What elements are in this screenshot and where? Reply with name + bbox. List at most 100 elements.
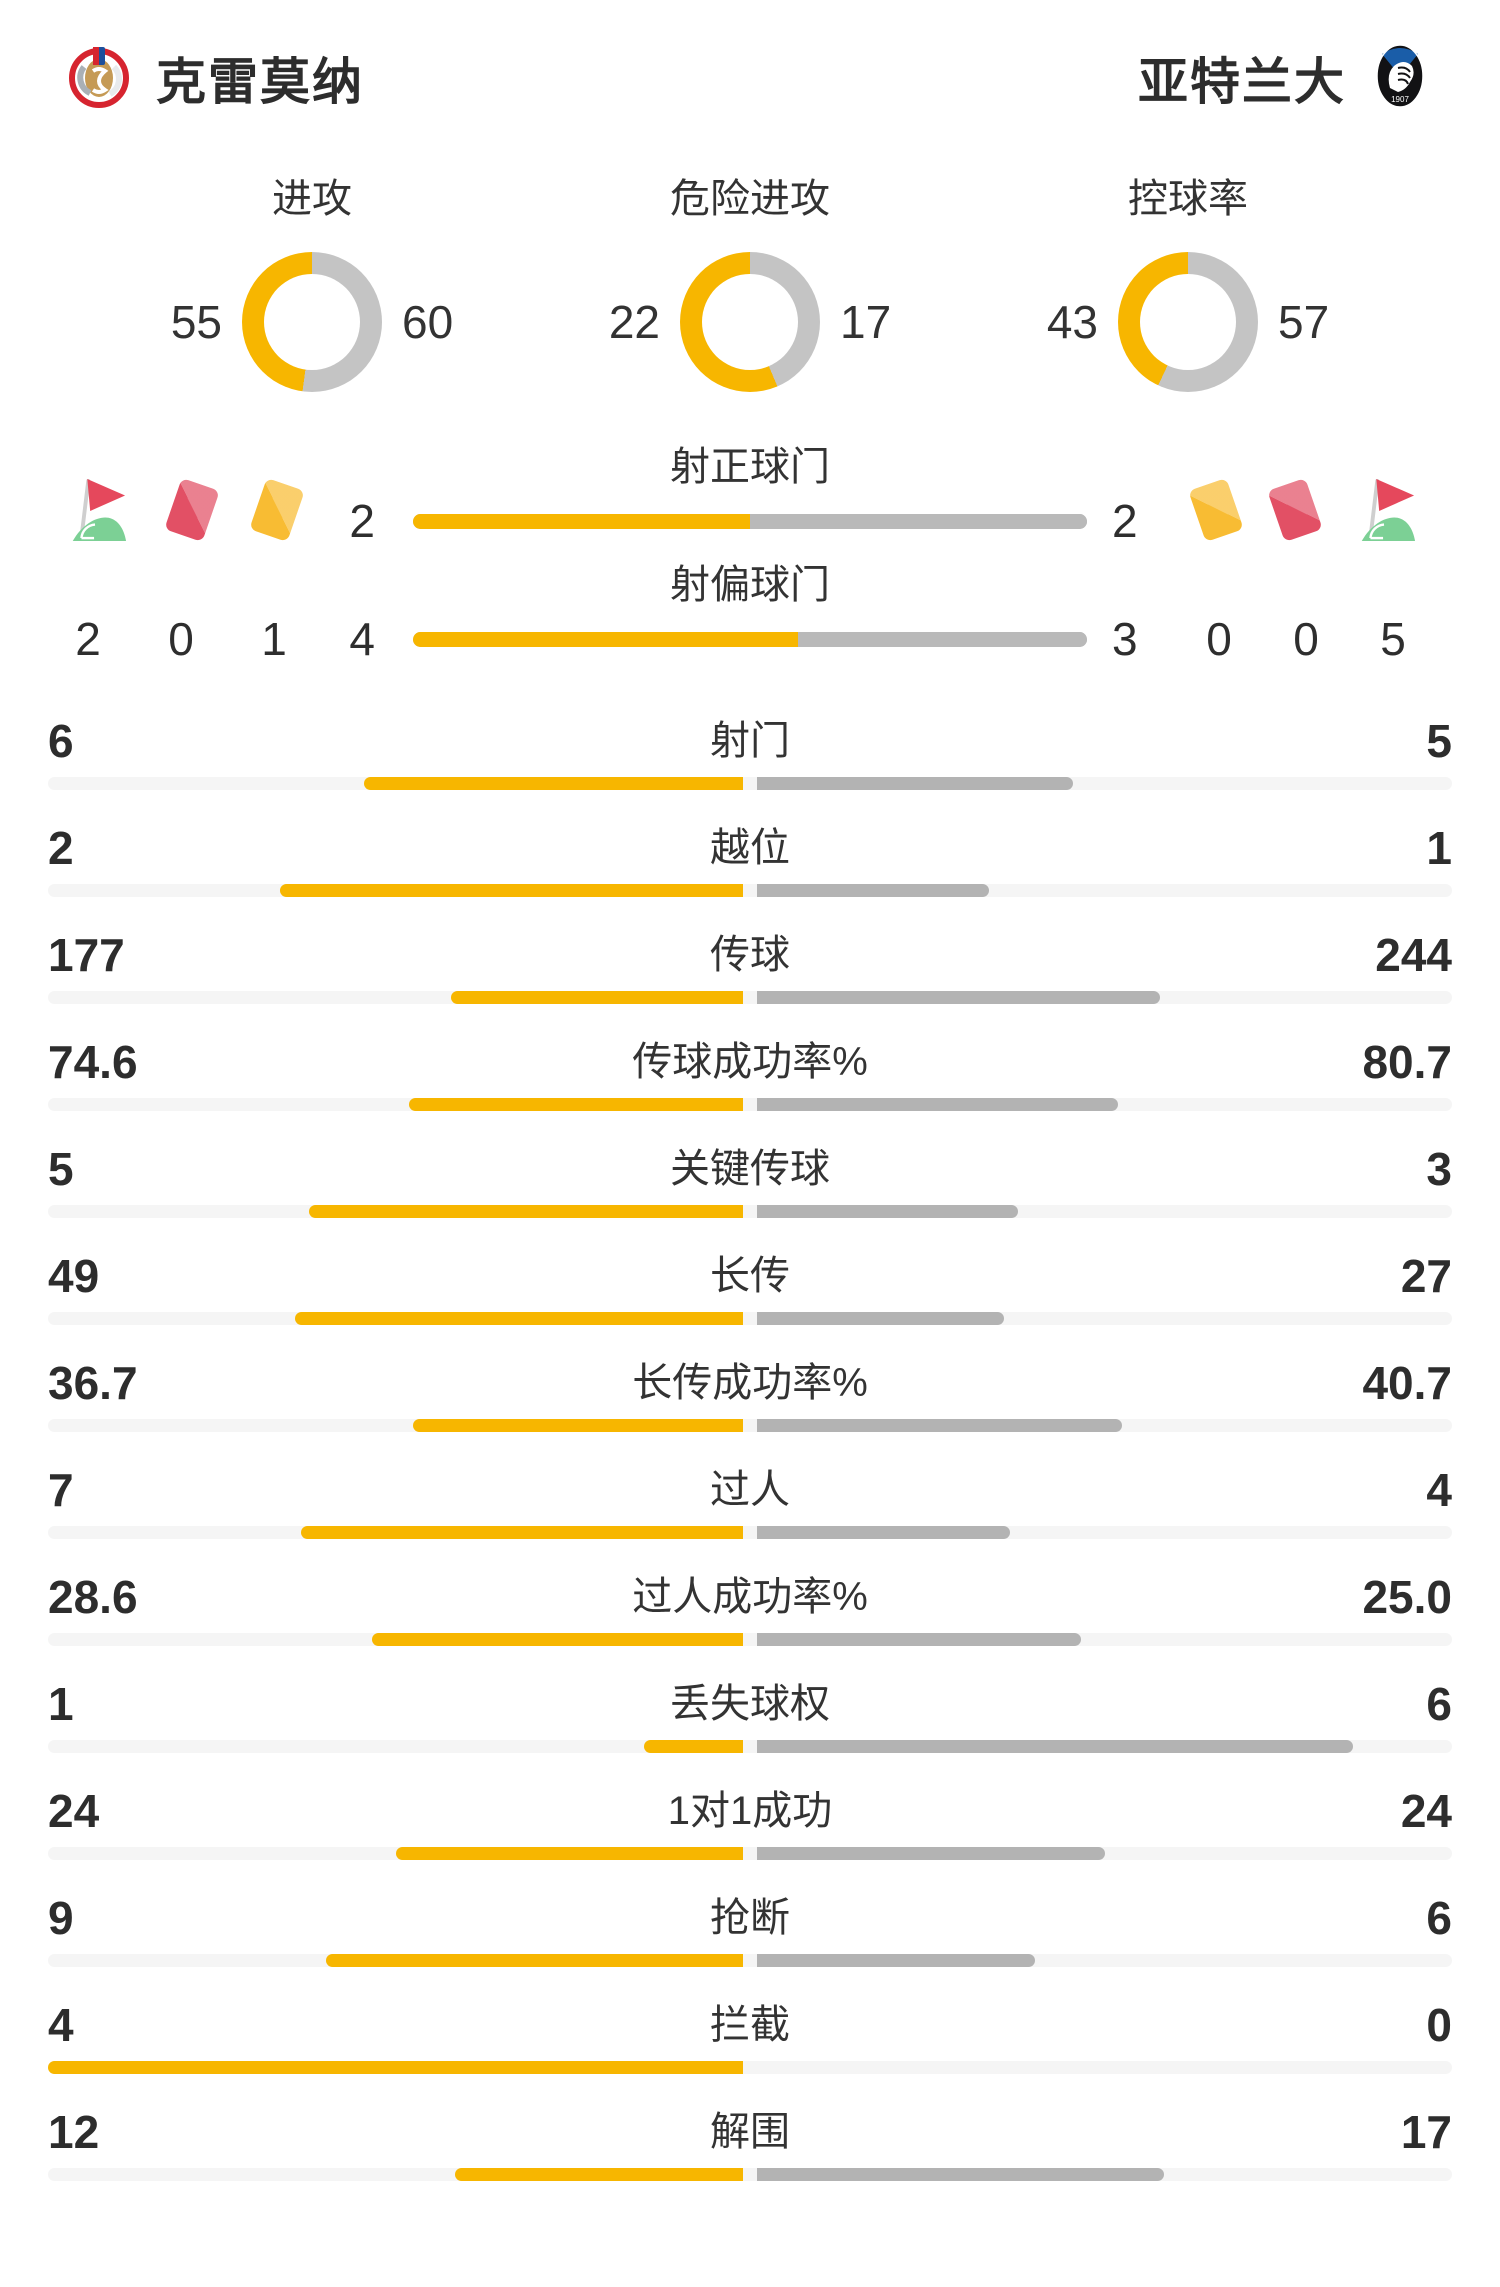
stat-row: 36.7 长传成功率% 40.7	[48, 1360, 1452, 1467]
stat-label: 丢失球权	[670, 1682, 830, 1726]
stat-home-value: 49	[48, 1250, 100, 1302]
stat-away-value: 3	[1426, 1143, 1452, 1195]
stat-away-value: 40.7	[1362, 1357, 1452, 1409]
stat-home-value: 6	[48, 715, 74, 767]
home-bar-fill	[294, 1312, 743, 1325]
stat-label: 1对1成功	[667, 1789, 833, 1833]
stat-bar-track	[48, 1312, 1452, 1325]
stat-label: 越位	[710, 826, 790, 870]
home-corners-count: 2	[75, 613, 101, 665]
stat-label: 射门	[710, 719, 790, 763]
stat-away-value: 5	[1426, 715, 1452, 767]
away-bar-fill	[757, 1954, 1035, 1967]
away-corners-count: 5	[1380, 613, 1406, 665]
stat-row: 28.6 过人成功率% 25.0	[48, 1574, 1452, 1681]
stat-home-value: 74.6	[48, 1036, 138, 1088]
stat-bar-track	[48, 1633, 1452, 1646]
home-bar-fill	[413, 632, 799, 647]
stat-away-value: 1	[1426, 822, 1452, 874]
stat-row: 6 射门 5	[48, 718, 1452, 825]
away-bar-fill	[757, 1526, 1010, 1539]
home-bar-fill	[413, 514, 750, 529]
stat-home-value: 9	[48, 1892, 74, 1944]
stat-home-value: 5	[48, 1143, 74, 1195]
gauge-possession: 控球率 43 57	[1003, 177, 1373, 392]
stat-label: 过人成功率%	[632, 1575, 868, 1619]
gauge-away-value: 60	[402, 296, 454, 348]
stat-row: 9 抢断 6	[48, 1895, 1452, 2002]
away-bar-fill	[757, 991, 1160, 1004]
shots-on-target-label: 射正球门	[670, 445, 830, 489]
away-bar-fill	[757, 1205, 1018, 1218]
stat-label: 过人	[710, 1468, 790, 1512]
stat-bar-track	[48, 1526, 1452, 1539]
away-bar-fill	[750, 514, 1087, 529]
stat-bar-track	[48, 1847, 1452, 1860]
home-discipline-icons	[65, 477, 305, 543]
gauge-home-value: 22	[608, 296, 660, 348]
stat-away-value: 24	[1400, 1785, 1452, 1837]
home-bar-fill	[308, 1205, 743, 1218]
stat-home-value: 28.6	[48, 1571, 138, 1623]
stat-row: 2 越位 1	[48, 825, 1452, 932]
stat-away-value: 25.0	[1362, 1571, 1452, 1623]
stat-label: 传球	[710, 933, 790, 977]
match-header: 克雷莫纳 亚特兰大 1907	[48, 43, 1452, 113]
away-bar-fill	[757, 1312, 1004, 1325]
stat-away-value: 80.7	[1362, 1036, 1452, 1088]
stat-row: 74.6 传球成功率% 80.7	[48, 1039, 1452, 1146]
gauge-dangerous-attack: 危险进攻 22 17	[565, 177, 935, 392]
svg-text:1907: 1907	[1391, 95, 1409, 104]
gauge-away-value: 17	[840, 296, 892, 348]
corner-flag-icon	[1361, 479, 1416, 541]
stat-away-value: 6	[1426, 1678, 1452, 1730]
stat-bar-track	[48, 991, 1452, 1004]
stat-away-value: 27	[1400, 1250, 1452, 1302]
stat-home-value: 177	[48, 929, 125, 981]
gauge-title: 控球率	[1128, 177, 1248, 221]
stat-bar-track	[48, 777, 1452, 790]
away-bar-fill	[757, 1098, 1119, 1111]
gauge-home-value: 55	[170, 296, 222, 348]
donut-chart	[680, 252, 820, 392]
stat-row: 24 1对1成功 24	[48, 1788, 1452, 1895]
away-bar-fill	[757, 1419, 1123, 1432]
away-bar-fill	[757, 1633, 1082, 1646]
stat-bar-track	[48, 884, 1452, 897]
away-discipline-counts: 0 0 5	[1196, 616, 1416, 662]
stat-home-value: 24	[48, 1785, 100, 1837]
away-bar-fill	[757, 2168, 1165, 2181]
stat-away-value: 0	[1426, 1999, 1452, 2051]
gauge-row: 进攻 55 60 危险进攻 22 17 控球率 43 57	[0, 177, 1500, 392]
shots-off-target-home-value: 4	[349, 613, 375, 665]
stat-home-value: 4	[48, 1999, 74, 2051]
home-yellow-cards-count: 1	[261, 613, 287, 665]
stat-label: 传球成功率%	[632, 1040, 868, 1084]
stat-bar-track	[48, 1954, 1452, 1967]
stat-row: 7 过人 4	[48, 1467, 1452, 1574]
home-bar-fill	[413, 1419, 743, 1432]
away-team-logo-icon: 1907	[1376, 43, 1424, 113]
donut-chart	[242, 252, 382, 392]
stat-away-value: 17	[1400, 2106, 1452, 2158]
gauge-title: 危险进攻	[670, 177, 830, 221]
stat-label: 长传成功率%	[632, 1361, 868, 1405]
shots-on-target-bar	[413, 514, 1087, 529]
stat-bar-track	[48, 1419, 1452, 1432]
stat-row: 1 丢失球权 6	[48, 1681, 1452, 1788]
home-team-name: 克雷莫纳	[156, 54, 364, 110]
home-bar-fill	[279, 884, 743, 897]
away-bar-fill	[798, 632, 1087, 647]
stat-home-value: 12	[48, 2106, 100, 2158]
away-yellow-cards-count: 0	[1206, 613, 1232, 665]
home-team-logo-icon	[66, 41, 132, 116]
shots-on-target-away-value: 2	[1112, 495, 1138, 547]
away-red-cards-count: 0	[1293, 613, 1319, 665]
away-bar-fill	[757, 777, 1073, 790]
stat-home-value: 2	[48, 822, 74, 874]
stat-home-value: 36.7	[48, 1357, 138, 1409]
stat-bar-track	[48, 1205, 1452, 1218]
stat-away-value: 244	[1375, 929, 1452, 981]
shots-off-target-bar	[413, 632, 1087, 647]
stat-row: 4 拦截 0	[48, 2002, 1452, 2109]
